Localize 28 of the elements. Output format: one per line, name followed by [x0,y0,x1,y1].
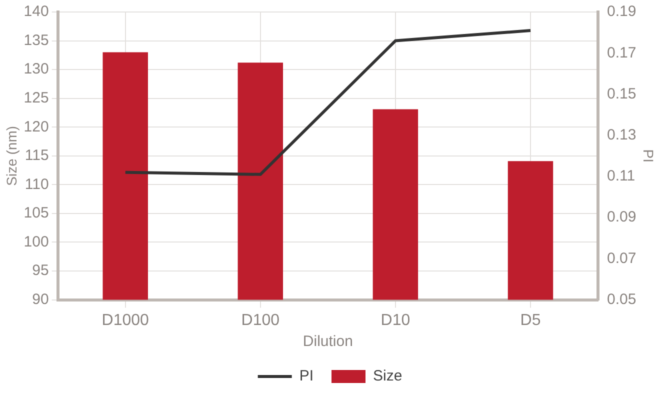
y-tick-label: 125 [24,89,49,106]
y2-tick-label: 0.07 [607,250,636,267]
x-tick-label: D10 [380,312,410,329]
x-tick-label: D100 [241,312,280,329]
y-tick-label: 120 [24,118,49,136]
y-axis-title: Size (nm) [3,126,20,186]
x-axis-title: Dilution [302,333,353,350]
legend-label: PI [299,368,314,385]
y-tick-label: 110 [24,176,49,193]
y-tick-label: 130 [24,60,49,78]
y-tick-label: 135 [24,32,49,49]
y-tick-label: 95 [32,262,49,280]
y2-tick-label: 0.09 [607,208,636,226]
y-tick-label: 105 [24,204,49,222]
y2-tick-label: 0.19 [607,3,636,20]
x-tick-label: D1000 [102,312,150,329]
y2-tick-label: 0.11 [607,168,636,185]
y2-tick-label: 0.05 [607,290,636,308]
y2-tick-label: 0.15 [607,85,636,102]
legend-label: Size [372,368,402,385]
y-tick-label: 140 [24,3,49,20]
x-tick-label: D5 [520,312,541,329]
y2-tick-label: 0.17 [607,44,636,62]
y-tick-label: 115 [24,147,49,164]
y-tick-label: 100 [24,233,49,250]
y2-tick-label: 0.13 [607,126,636,144]
y2-axis-title: PI [640,149,657,163]
y-tick-label: 90 [32,290,49,308]
